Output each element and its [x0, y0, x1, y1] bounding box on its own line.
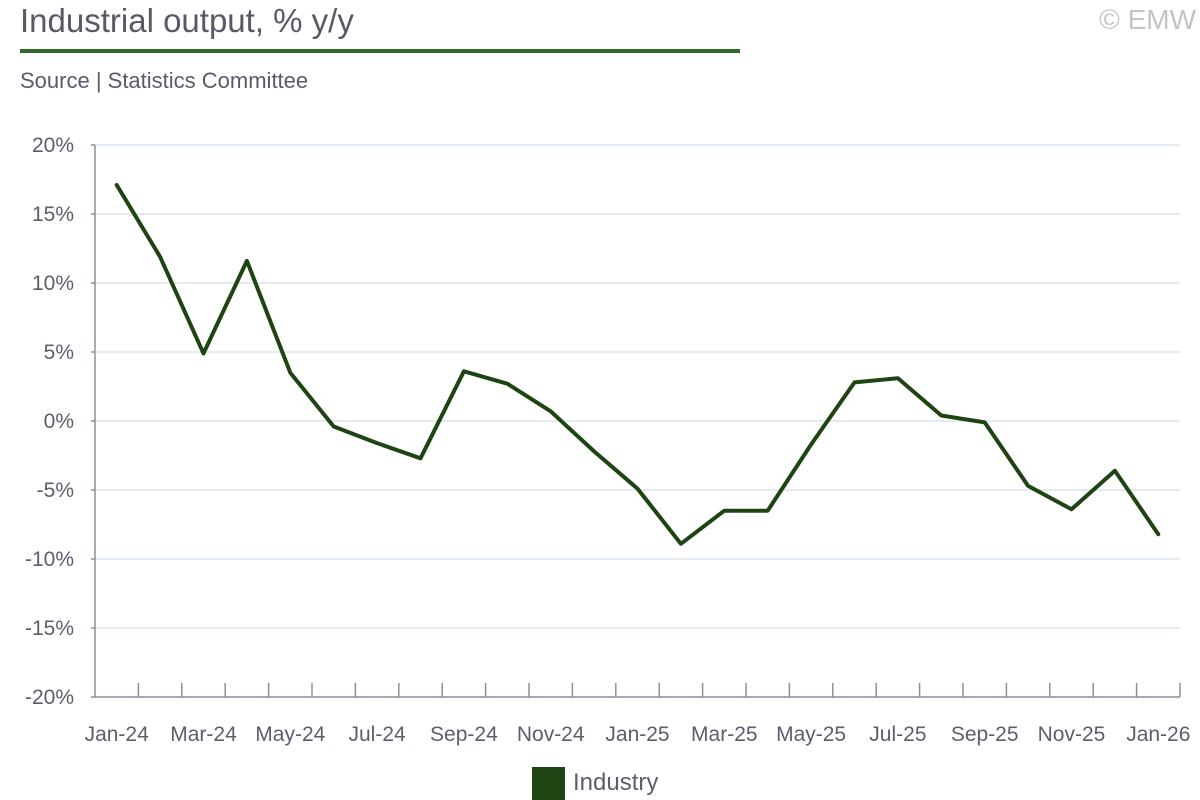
- y-tick-label: -5%: [37, 479, 74, 502]
- x-tick-label: May-24: [255, 723, 325, 746]
- x-tick-label: Sep-25: [951, 723, 1019, 746]
- x-tick-label: Jan-26: [1126, 723, 1190, 746]
- y-tick-label: 0%: [44, 410, 74, 433]
- x-tick-label: Jan-24: [85, 723, 150, 746]
- x-tick-label: Nov-25: [1038, 723, 1106, 746]
- x-tick-label: Jul-25: [869, 723, 926, 746]
- chart-source: Source | Statistics Committee: [20, 68, 309, 93]
- y-tick-label: 15%: [32, 203, 74, 226]
- x-tick-label: Jan-25: [605, 723, 669, 746]
- y-tick-label: 5%: [44, 341, 74, 364]
- legend-swatch-industry: [532, 766, 565, 800]
- y-tick-label: 20%: [32, 134, 74, 157]
- series-line-industry: [114, 183, 1161, 546]
- x-tick-label: Mar-24: [170, 723, 237, 746]
- y-tick-label: -10%: [25, 548, 74, 571]
- x-tick-label: Nov-24: [517, 723, 585, 746]
- y-tick-label: 10%: [32, 272, 74, 295]
- legend-label-industry: Industry: [573, 769, 659, 796]
- title-underline: [20, 49, 740, 53]
- y-tick-label: -20%: [25, 686, 74, 709]
- x-tick-label: Sep-24: [430, 723, 498, 746]
- y-tick-label: -15%: [25, 617, 74, 640]
- legend: Industry: [532, 766, 658, 800]
- chart-title: Industrial output, % y/y: [20, 2, 354, 39]
- copyright-notice: © EMW: [1099, 4, 1196, 35]
- x-tick-label: Jul-24: [348, 723, 406, 746]
- x-tick-label: Mar-25: [691, 723, 758, 746]
- x-tick-label: May-25: [776, 723, 846, 746]
